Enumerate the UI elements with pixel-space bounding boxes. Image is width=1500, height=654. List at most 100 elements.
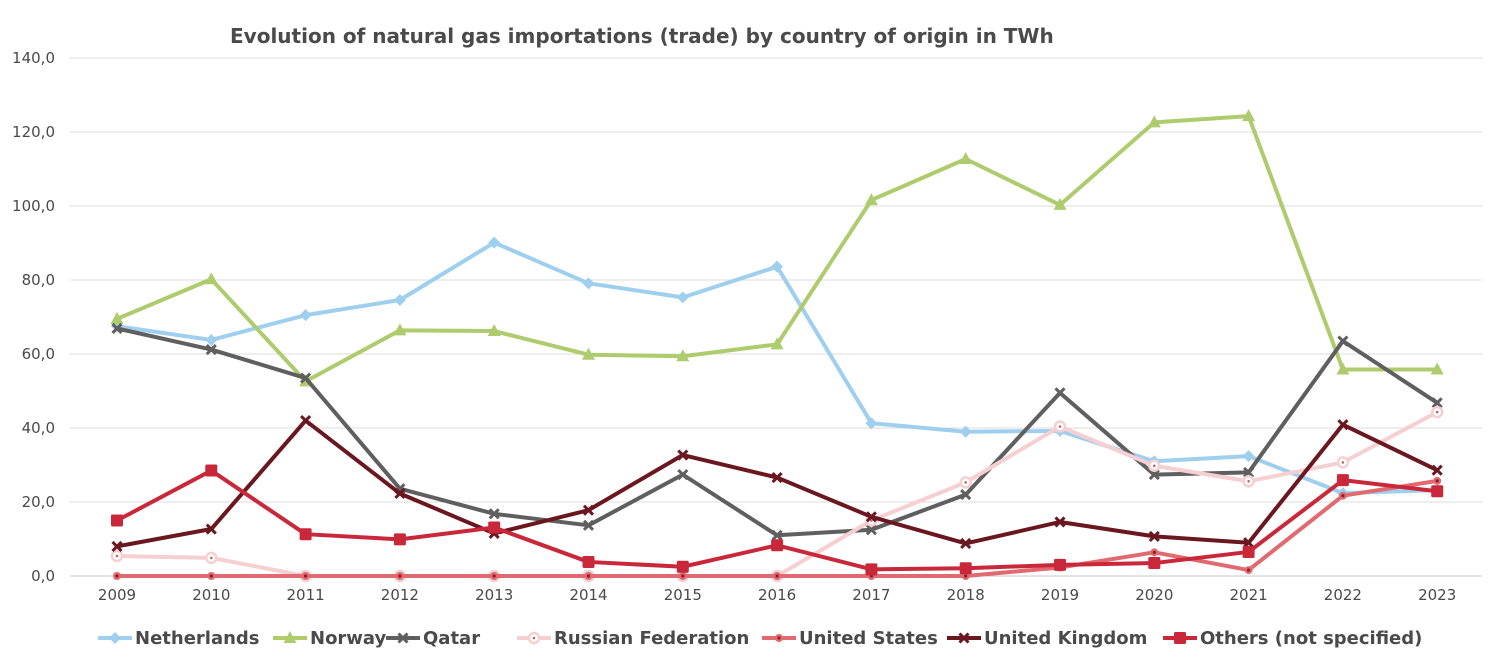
data-point	[1054, 387, 1066, 399]
y-tick-label: 80,0	[22, 271, 55, 289]
data-point	[393, 533, 406, 546]
x-tick-label: 2015	[664, 586, 702, 604]
legend-label: United States	[799, 628, 938, 649]
legend-label: Qatar	[423, 628, 480, 649]
y-tick-label: 40,0	[22, 419, 55, 437]
data-point	[1430, 405, 1444, 419]
data-point	[487, 324, 501, 337]
data-point	[1336, 456, 1350, 469]
data-point	[864, 193, 878, 206]
x-tick-label: 2021	[1230, 586, 1268, 604]
y-tick-label: 0,0	[31, 567, 55, 585]
data-point	[676, 560, 689, 573]
x-tick-label: 2010	[192, 586, 230, 604]
legend-label: United Kingdom	[984, 628, 1147, 649]
data-point	[1147, 115, 1161, 128]
data-point	[205, 551, 218, 565]
data-point	[1053, 420, 1067, 433]
x-tick-label: 2022	[1324, 586, 1362, 604]
data-point	[393, 323, 407, 336]
data-point	[300, 372, 312, 384]
legend-item: Norway	[273, 628, 387, 649]
legend-label: Others (not specified)	[1200, 628, 1422, 649]
data-point	[393, 293, 406, 306]
data-point	[1053, 197, 1067, 210]
data-point	[959, 152, 973, 165]
x-tick-label: 2017	[852, 586, 890, 604]
data-point	[490, 572, 499, 580]
series-line	[115, 418, 1440, 549]
data-point	[584, 572, 593, 580]
y-tick-label: 140,0	[12, 49, 55, 67]
chart-title: Evolution of natural gas importations (t…	[230, 24, 1054, 48]
x-tick-label: 2009	[98, 586, 136, 604]
x-tick-label: 2020	[1135, 586, 1173, 604]
data-point	[299, 309, 312, 322]
data-point	[865, 511, 877, 523]
series-lines	[110, 109, 1444, 583]
x-tick-label: 2014	[569, 586, 607, 604]
data-point	[678, 572, 687, 580]
data-point	[488, 236, 501, 249]
data-point	[488, 521, 501, 534]
data-point	[1242, 109, 1256, 122]
data-point	[1244, 566, 1253, 575]
data-point	[113, 572, 121, 580]
data-point	[958, 632, 970, 644]
series-line	[115, 326, 1440, 538]
data-point	[283, 631, 297, 643]
data-point	[300, 415, 312, 427]
data-point	[582, 504, 595, 516]
data-point	[1433, 476, 1442, 485]
data-point	[1174, 632, 1186, 644]
data-point	[1148, 459, 1161, 472]
gridlines	[70, 57, 1482, 577]
y-tick-label: 100,0	[12, 197, 55, 215]
data-point	[771, 472, 783, 484]
data-point	[865, 417, 878, 430]
legend-label: Netherlands	[135, 628, 260, 649]
data-point	[301, 572, 310, 580]
data-point	[959, 562, 972, 575]
data-point	[959, 425, 972, 438]
data-point	[205, 333, 218, 346]
data-point	[775, 634, 783, 642]
data-point	[204, 272, 218, 285]
data-point	[582, 347, 595, 360]
data-point	[111, 322, 123, 335]
data-point	[1243, 466, 1255, 478]
data-point	[397, 632, 409, 644]
data-point	[111, 514, 123, 527]
data-point	[299, 528, 312, 541]
data-point	[773, 572, 782, 580]
data-point	[205, 523, 217, 535]
y-tick-label: 60,0	[22, 345, 55, 363]
series-others-not-specified	[111, 464, 1444, 576]
x-tick-label: 2016	[758, 586, 796, 604]
data-point	[1054, 516, 1066, 528]
data-point	[582, 277, 595, 290]
legend-item: Others (not specified)	[1163, 628, 1422, 649]
data-point	[1148, 557, 1161, 570]
data-point	[677, 469, 689, 481]
legend: Netherlands Norway Qatar Russian Federation…	[98, 628, 1422, 649]
series-line	[115, 468, 1440, 572]
series-qatar	[111, 322, 1443, 541]
data-point	[865, 563, 878, 576]
data-point	[207, 572, 216, 580]
legend-item: Netherlands	[98, 628, 260, 649]
data-point	[676, 349, 690, 362]
series-united-kingdom	[111, 415, 1443, 552]
legend-item: Russian Federation	[517, 628, 749, 649]
data-point	[1150, 548, 1159, 557]
legend-item: Qatar	[386, 628, 480, 649]
data-point	[1242, 450, 1255, 463]
data-point	[488, 508, 500, 520]
data-point	[676, 291, 689, 304]
data-point	[110, 311, 124, 324]
data-point	[1431, 464, 1443, 476]
data-point	[960, 537, 972, 550]
x-tick-label: 2019	[1041, 586, 1079, 604]
